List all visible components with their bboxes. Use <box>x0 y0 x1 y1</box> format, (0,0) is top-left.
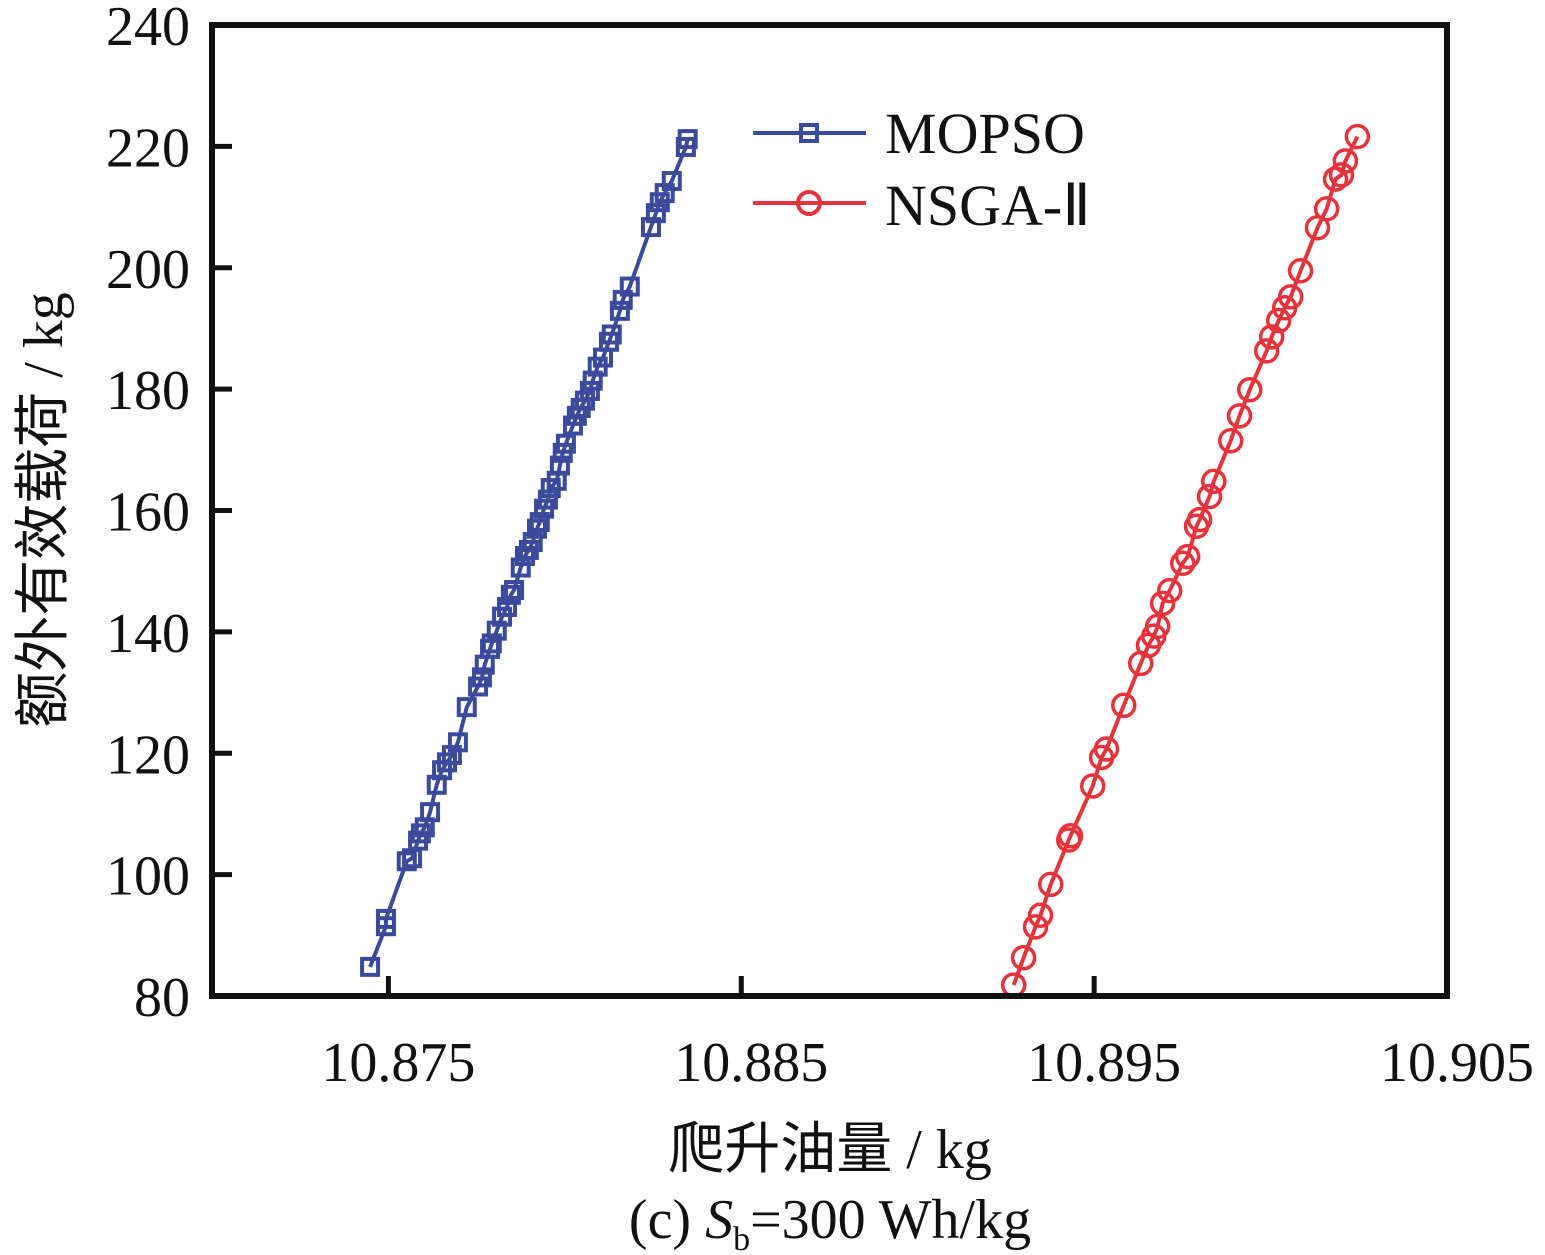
data-point-mopso <box>555 433 576 454</box>
data-point-nsga <box>1037 871 1064 898</box>
data-point-mopso <box>500 584 521 605</box>
data-point-mopso <box>677 129 698 150</box>
data-point-mopso <box>375 908 396 929</box>
x-axis: 10.875 10.885 10.895 10.905 <box>321 976 1534 1094</box>
data-point-mopso <box>601 324 622 345</box>
data-point-nsga <box>1328 162 1355 188</box>
x-axis-title: 爬升油量 / kg <box>668 1119 992 1181</box>
data-point-nsga <box>1010 945 1037 971</box>
caption-suffix: =300 Wh/kg <box>750 1189 1031 1251</box>
data-point-mopso <box>456 697 477 718</box>
data-point-nsga <box>1169 550 1196 577</box>
data-point-mopso <box>396 851 417 872</box>
data-point-mopso <box>504 580 525 601</box>
y-tick-label: 240 <box>106 0 190 58</box>
y-axis-title: 额外有效载荷 / kg <box>13 292 75 728</box>
data-point-mopso <box>582 370 603 391</box>
y-tick-label: 160 <box>106 482 190 544</box>
data-point-nsga <box>1093 736 1120 762</box>
legend: MOPSO NSGA-Ⅱ <box>753 101 1091 238</box>
data-point-nsga <box>1313 196 1340 222</box>
data-point-mopso <box>522 532 543 553</box>
x-tick-label: 10.875 <box>321 1032 475 1094</box>
data-point-nsga <box>1226 403 1253 429</box>
data-point-nsga <box>1344 123 1371 150</box>
data-point-nsga <box>1111 692 1137 719</box>
data-point-mopso <box>471 667 492 688</box>
data-point-mopso <box>447 732 468 753</box>
data-point-mopso <box>579 380 600 401</box>
y-tick-label: 80 <box>134 967 190 1029</box>
data-point-nsga <box>1027 902 1054 929</box>
data-point-nsga <box>1201 468 1227 495</box>
data-point-nsga <box>1258 324 1285 350</box>
data-point-nsga <box>1186 506 1213 533</box>
y-tick-label: 140 <box>106 603 190 665</box>
x-tick-label: 10.895 <box>1027 1032 1181 1094</box>
data-point-nsga <box>1156 577 1183 604</box>
data-point-mopso <box>481 633 502 654</box>
y-tick-label: 220 <box>106 117 190 179</box>
caption-variable: S <box>705 1189 733 1251</box>
y-tick-label: 200 <box>106 239 190 301</box>
data-point-nsga <box>1287 258 1314 284</box>
data-point-nsga <box>1265 307 1292 334</box>
figure-caption: (c) Sb=300 Wh/kg <box>629 1189 1031 1255</box>
data-point-nsga <box>1057 823 1084 849</box>
series-line-nsga <box>1011 135 1360 986</box>
y-axis: 80 100 120 140 160 180 200 220 240 <box>106 0 232 1029</box>
data-point-nsga <box>1196 483 1223 510</box>
x-tick-label: 10.905 <box>1380 1032 1534 1094</box>
data-point-mopso <box>529 512 550 533</box>
caption-prefix: (c) <box>629 1189 705 1251</box>
data-point-mopso <box>549 455 570 476</box>
data-point-mopso <box>645 203 666 224</box>
data-point-mopso <box>537 489 558 510</box>
data-point-nsga <box>1144 613 1171 640</box>
legend-label-mopso: MOPSO <box>885 101 1085 166</box>
data-point-nsga <box>1022 914 1049 940</box>
x-tick-label: 10.885 <box>674 1032 828 1094</box>
data-point-mopso <box>420 802 441 823</box>
data-point-nsga <box>1174 543 1201 570</box>
data-point-mopso <box>360 956 381 977</box>
data-point-nsga <box>1079 773 1106 799</box>
legend-marker-mopso <box>799 123 819 143</box>
data-point-mopso <box>640 217 661 238</box>
y-tick-label: 180 <box>106 360 190 422</box>
data-point-nsga <box>1253 338 1280 364</box>
data-point-mopso <box>619 276 640 297</box>
data-point-nsga <box>1217 427 1244 454</box>
legend-label-nsga: NSGA-Ⅱ <box>885 173 1091 238</box>
legend-marker-nsga <box>796 190 822 216</box>
data-point-mopso <box>441 745 462 766</box>
data-point-mopso <box>661 170 682 191</box>
data-point-mopso <box>486 620 507 641</box>
data-point-nsga <box>1332 148 1359 174</box>
y-tick-label: 120 <box>106 724 190 786</box>
data-point-nsga <box>1237 376 1263 403</box>
data-point-mopso <box>609 300 630 321</box>
y-tick-label: 100 <box>106 846 190 908</box>
data-point-nsga <box>1149 590 1176 617</box>
caption-subscript: b <box>733 1221 750 1255</box>
data-point-nsga <box>1277 284 1304 310</box>
plot-frame <box>209 22 1450 999</box>
series-layer <box>360 123 1371 998</box>
